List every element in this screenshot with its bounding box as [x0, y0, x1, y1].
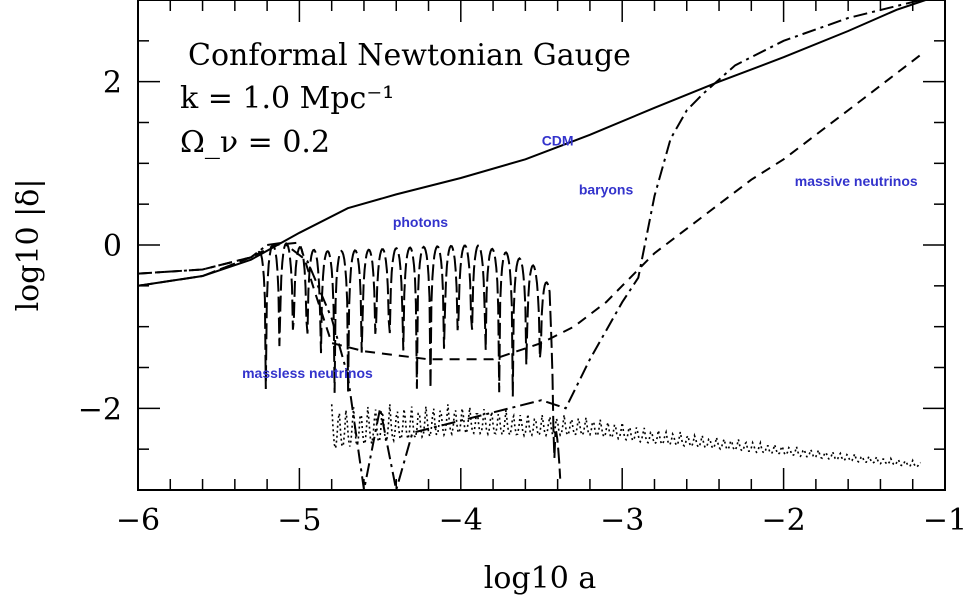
info-box: Conformal Newtonian Gauge k = 1.0 Mpc⁻¹ …	[180, 38, 631, 160]
series-baryons	[138, 0, 922, 490]
y-tick-label: 2	[103, 66, 122, 101]
y-tick-label: 0	[103, 229, 122, 264]
curves	[138, 0, 926, 490]
x-tick-label: −1	[923, 503, 967, 538]
curve-annotations: CDM baryons massive neutrinos photons massle…	[242, 132, 918, 381]
tick-marks	[137, 0, 946, 491]
x-tick-label: −5	[277, 503, 321, 538]
label-cdm: CDM	[542, 132, 574, 148]
plot-frame	[137, 0, 946, 491]
series-massive-neutrinos	[138, 53, 922, 361]
x-tick-label: −3	[600, 503, 644, 538]
x-axis-title: log10 a	[484, 561, 597, 596]
y-tick-label: −2	[78, 392, 122, 427]
series-cdm	[138, 0, 926, 287]
x-tick-label: −2	[761, 503, 805, 538]
label-massless-neutrinos: massless neutrinos	[242, 365, 373, 381]
x-tick-label: −4	[439, 503, 483, 538]
info-line-omega: Ω_ν = 0.2	[180, 125, 330, 160]
x-tick-label: −6	[116, 503, 160, 538]
y-axis-title: log10 |δ|	[11, 179, 46, 312]
label-massive-neutrinos: massive neutrinos	[795, 173, 918, 189]
series-massless-neutrinos	[330, 404, 921, 468]
tick-labels: −6 −5 −4 −3 −2 −1 −2 0 2	[78, 66, 967, 538]
info-line-k: k = 1.0 Mpc⁻¹	[180, 81, 394, 116]
label-photons: photons	[393, 214, 448, 230]
series-photons	[138, 242, 562, 479]
info-line-gauge: Conformal Newtonian Gauge	[188, 38, 631, 73]
label-baryons: baryons	[579, 181, 634, 197]
